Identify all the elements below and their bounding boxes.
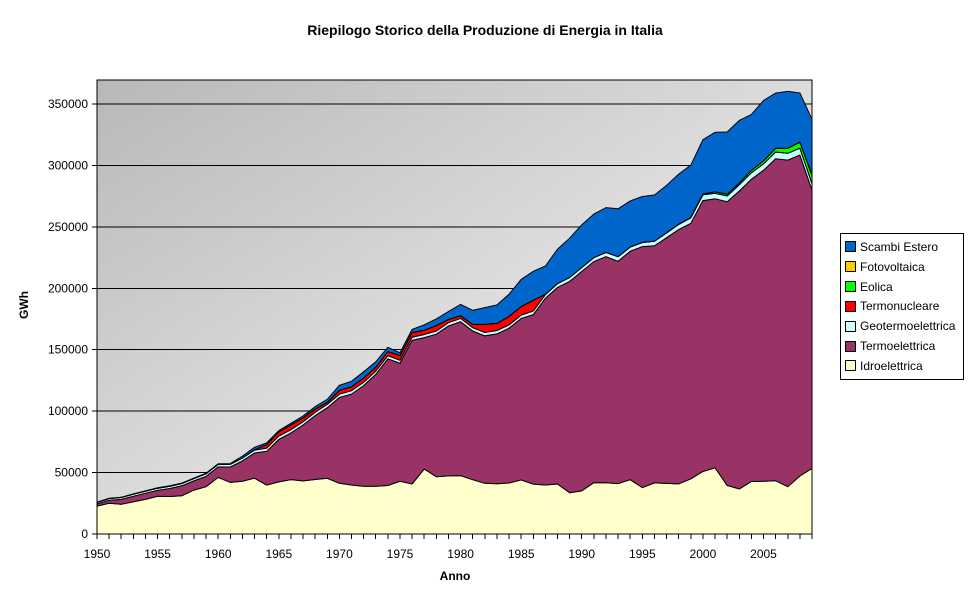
legend-swatch-termonucleare xyxy=(845,300,856,312)
x-tick-label-1975: 1975 xyxy=(387,547,414,561)
legend-label-termoelettrica: Termoelettrica xyxy=(860,339,936,354)
legend-label-fotovoltaica: Fotovoltaica xyxy=(860,259,925,274)
y-tick-label-350000: 350000 xyxy=(48,97,88,111)
y-tick-label-0: 0 xyxy=(81,527,88,541)
x-axis-title: Anno xyxy=(439,569,471,583)
legend-label-idroelettrica: Idroelettrica xyxy=(860,358,923,373)
plot-border xyxy=(96,79,813,535)
legend-swatch-termoelettrica xyxy=(845,340,856,352)
x-tick-label-1955: 1955 xyxy=(144,547,171,561)
x-tick-label-2000: 2000 xyxy=(690,547,717,561)
legend-swatch-scambi-estero xyxy=(845,241,856,253)
legend-item-eolica: Eolica xyxy=(845,281,959,293)
y-tick-label-50000: 50000 xyxy=(55,466,89,480)
legend-label-termonucleare: Termonucleare xyxy=(860,299,940,314)
y-tick-label-250000: 250000 xyxy=(48,220,88,234)
legend-swatch-eolica xyxy=(845,281,856,293)
legend-label-geotermoelettrica: Geotermoelettrica xyxy=(860,319,956,334)
legend-item-termoelettrica: Termoelettrica xyxy=(845,340,959,352)
legend-label-scambi-estero: Scambi Estero xyxy=(860,239,939,254)
legend-item-scambi-estero: Scambi Estero xyxy=(845,241,959,253)
y-tick-label-100000: 100000 xyxy=(48,404,88,418)
y-axis-title: GWh xyxy=(17,291,31,319)
y-tick-label-300000: 300000 xyxy=(48,158,88,172)
x-tick-label-1980: 1980 xyxy=(447,547,474,561)
legend-label-eolica: Eolica xyxy=(860,279,893,294)
x-tick-label-1960: 1960 xyxy=(205,547,232,561)
x-tick-label-1985: 1985 xyxy=(508,547,535,561)
y-tick-label-200000: 200000 xyxy=(48,281,88,295)
legend: Scambi Estero Fotovoltaica Eolica Termonucl… xyxy=(840,233,964,380)
legend-swatch-idroelettrica xyxy=(845,360,856,372)
x-tick-label-1970: 1970 xyxy=(326,547,353,561)
legend-swatch-fotovoltaica xyxy=(845,261,856,273)
y-tick-label-150000: 150000 xyxy=(48,343,88,357)
legend-item-idroelettrica: Idroelettrica xyxy=(845,360,959,372)
legend-swatch-geotermoelettrica xyxy=(845,320,856,332)
x-tick-label-1995: 1995 xyxy=(629,547,656,561)
legend-item-geotermoelettrica: Geotermoelettrica xyxy=(845,320,959,332)
legend-item-termonucleare: Termonucleare xyxy=(845,300,959,312)
legend-item-fotovoltaica: Fotovoltaica xyxy=(845,261,959,273)
chart-title: Riepilogo Storico della Produzione di En… xyxy=(307,22,663,38)
x-tick-label-1965: 1965 xyxy=(265,547,292,561)
x-tick-label-2005: 2005 xyxy=(750,547,777,561)
x-tick-label-1990: 1990 xyxy=(568,547,595,561)
x-tick-label-1950: 1950 xyxy=(84,547,111,561)
